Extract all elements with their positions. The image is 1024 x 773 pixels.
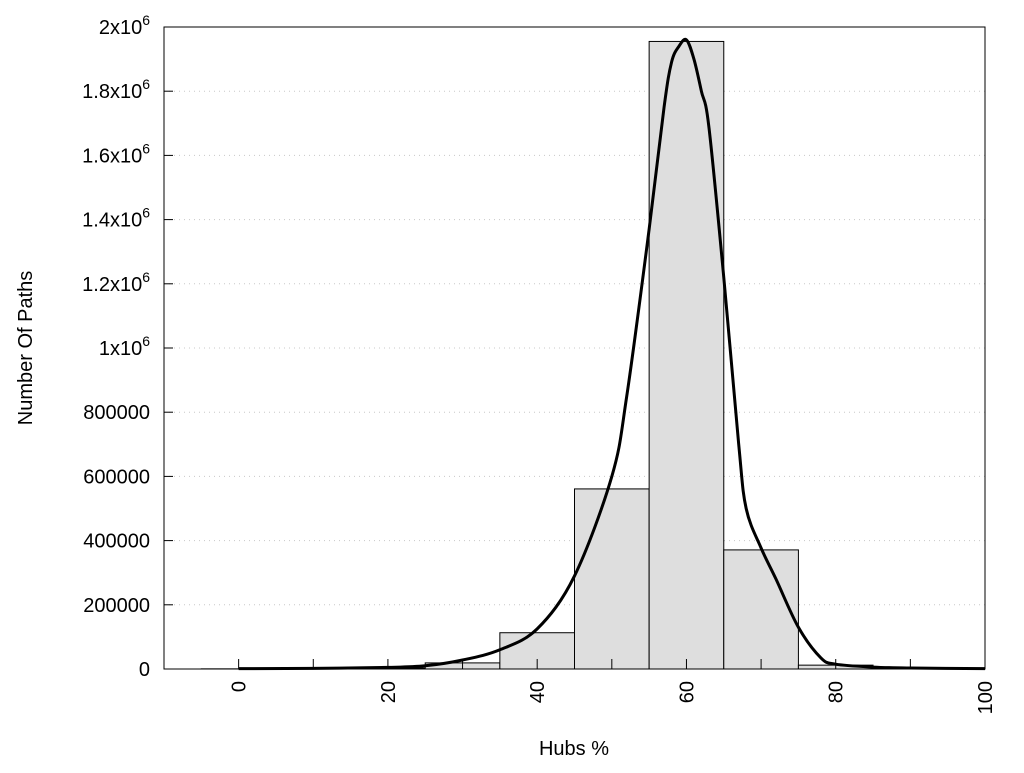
y-axis-ticks: 0 200000 400000 600000 800000 1x106 1.2x106 1.4… bbox=[82, 12, 173, 681]
y-tick-label: 0 bbox=[139, 659, 150, 681]
x-tick-label: 20 bbox=[378, 681, 400, 703]
x-axis-label: Hubs % bbox=[539, 738, 609, 760]
x-tick-label: 40 bbox=[527, 681, 549, 703]
x-tick-label: 80 bbox=[826, 681, 848, 703]
x-tick-label: 100 bbox=[975, 681, 997, 714]
y-tick-label: 2x106 bbox=[99, 12, 150, 39]
y-tick-label: 600000 bbox=[83, 466, 150, 488]
y-tick-label: 1.2x106 bbox=[82, 269, 150, 296]
x-tick-label: 0 bbox=[229, 681, 251, 692]
x-tick-label: 60 bbox=[676, 681, 698, 703]
y-tick-label: 1.8x106 bbox=[82, 76, 150, 103]
y-tick-label: 400000 bbox=[83, 531, 150, 553]
histogram-bar bbox=[575, 489, 650, 669]
y-tick-label: 1.4x106 bbox=[82, 205, 150, 232]
y-tick-label: 1x106 bbox=[99, 333, 150, 360]
histogram-bar bbox=[724, 550, 799, 669]
y-axis-label: Number Of Paths bbox=[15, 271, 37, 426]
y-tick-label: 1.6x106 bbox=[82, 140, 150, 167]
y-tick-label: 200000 bbox=[83, 595, 150, 617]
y-tick-label: 800000 bbox=[83, 402, 150, 424]
